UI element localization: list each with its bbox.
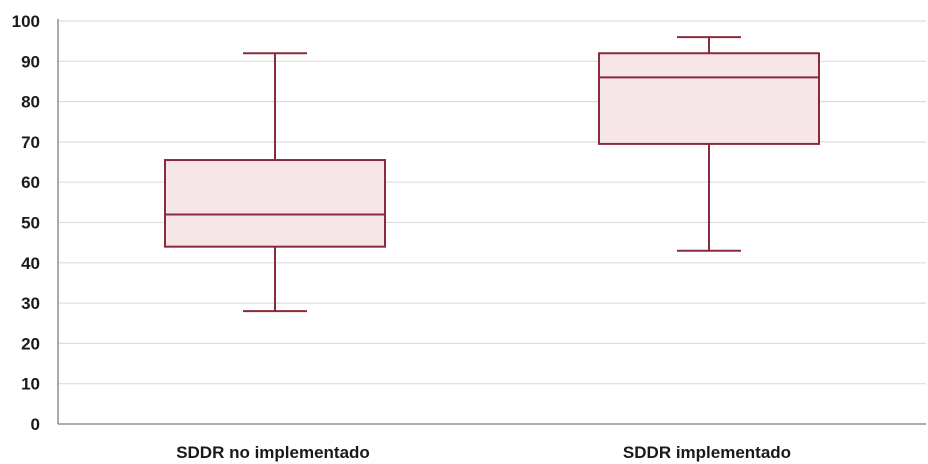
y-tick-label: 40 xyxy=(21,254,40,273)
axes xyxy=(57,19,926,425)
y-tick-label: 90 xyxy=(21,52,40,71)
y-axis-tick-labels: 0 10 20 30 40 50 60 70 80 90 100 xyxy=(12,12,40,434)
y-tick-label: 70 xyxy=(21,133,40,152)
y-tick-label: 10 xyxy=(21,375,40,394)
iqr-box xyxy=(164,159,386,248)
y-tick-label: 50 xyxy=(21,214,40,233)
iqr-box xyxy=(598,52,820,145)
y-tick-label: 20 xyxy=(21,334,40,353)
box-1 xyxy=(164,52,386,313)
y-tick-label: 30 xyxy=(21,294,40,313)
x-axis-category-labels: SDDR no implementado SDDR implementado xyxy=(176,443,791,462)
x-category-label: SDDR no implementado xyxy=(176,443,370,462)
box-2 xyxy=(598,36,820,252)
y-tick-label: 100 xyxy=(12,12,40,31)
y-tick-label: 80 xyxy=(21,93,40,112)
y-tick-label: 60 xyxy=(21,173,40,192)
y-tick-label: 0 xyxy=(31,415,40,434)
boxes xyxy=(164,36,820,313)
x-category-label: SDDR implementado xyxy=(623,443,791,462)
